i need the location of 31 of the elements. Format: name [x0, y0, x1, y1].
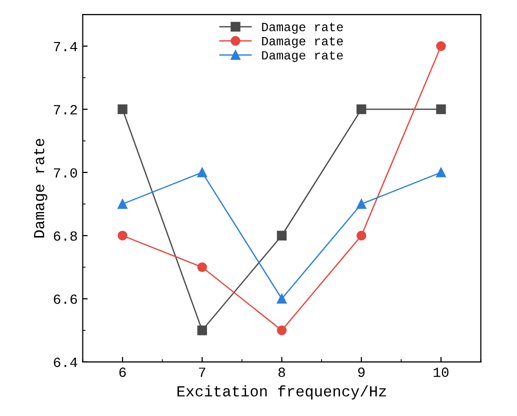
- y-tick-label: 7.0: [54, 168, 77, 178]
- x-tick-label: 10: [434, 368, 448, 377]
- point: [356, 104, 366, 114]
- x-tick-label: 8: [278, 368, 286, 377]
- point: [276, 294, 287, 304]
- legend-label: Damage rate: [262, 51, 343, 62]
- point: [356, 230, 366, 240]
- y-tick-label: 6.6: [54, 294, 77, 304]
- x-tick-label: 6: [119, 368, 126, 377]
- y-tick-label: 7.4: [54, 42, 78, 52]
- point: [356, 199, 366, 209]
- point: [276, 230, 287, 240]
- point: [197, 168, 208, 178]
- y-tick-label: 6.4: [54, 358, 78, 368]
- point: [436, 168, 446, 178]
- y-tick-label: 6.8: [54, 231, 77, 241]
- point: [118, 230, 128, 240]
- x-tick-label: 9: [358, 368, 365, 377]
- y-tick-label: 7.2: [54, 105, 77, 114]
- point: [197, 262, 208, 272]
- point: [197, 325, 208, 336]
- point: [436, 41, 446, 51]
- x-tick-label: 7: [199, 368, 206, 377]
- point: [276, 325, 287, 336]
- legend-label: Damage rate: [262, 22, 343, 34]
- x-axis-title: Excitation frequency/Hz: [178, 385, 386, 400]
- point: [436, 104, 446, 114]
- legend-label: Damage rate: [262, 36, 343, 48]
- point: [118, 104, 128, 114]
- y-axis-title: Damage rate: [34, 138, 48, 238]
- point: [118, 199, 128, 209]
